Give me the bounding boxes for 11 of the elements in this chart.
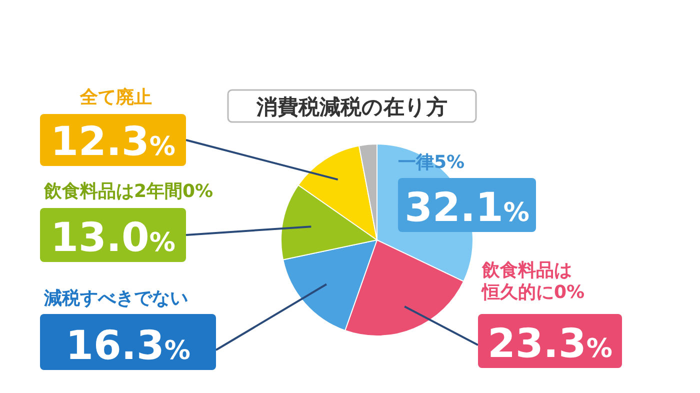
data-label: 23.3% <box>488 321 612 367</box>
slice-label: 飲食料品は恒久的に0% <box>481 260 585 303</box>
slice-label: 飲食料品は2年間0% <box>43 181 214 202</box>
data-label: 32.1% <box>404 185 530 231</box>
chart-title: 消費税減税の在り方 <box>256 95 448 119</box>
data-label: 13.0% <box>50 215 176 261</box>
data-label: 16.3% <box>66 323 190 369</box>
slice-label: 減税すべきでない <box>43 288 188 309</box>
slice-label: 全て廃止 <box>79 87 152 108</box>
slice-label: 一律5% <box>398 152 465 173</box>
data-label: 12.3% <box>50 119 176 165</box>
